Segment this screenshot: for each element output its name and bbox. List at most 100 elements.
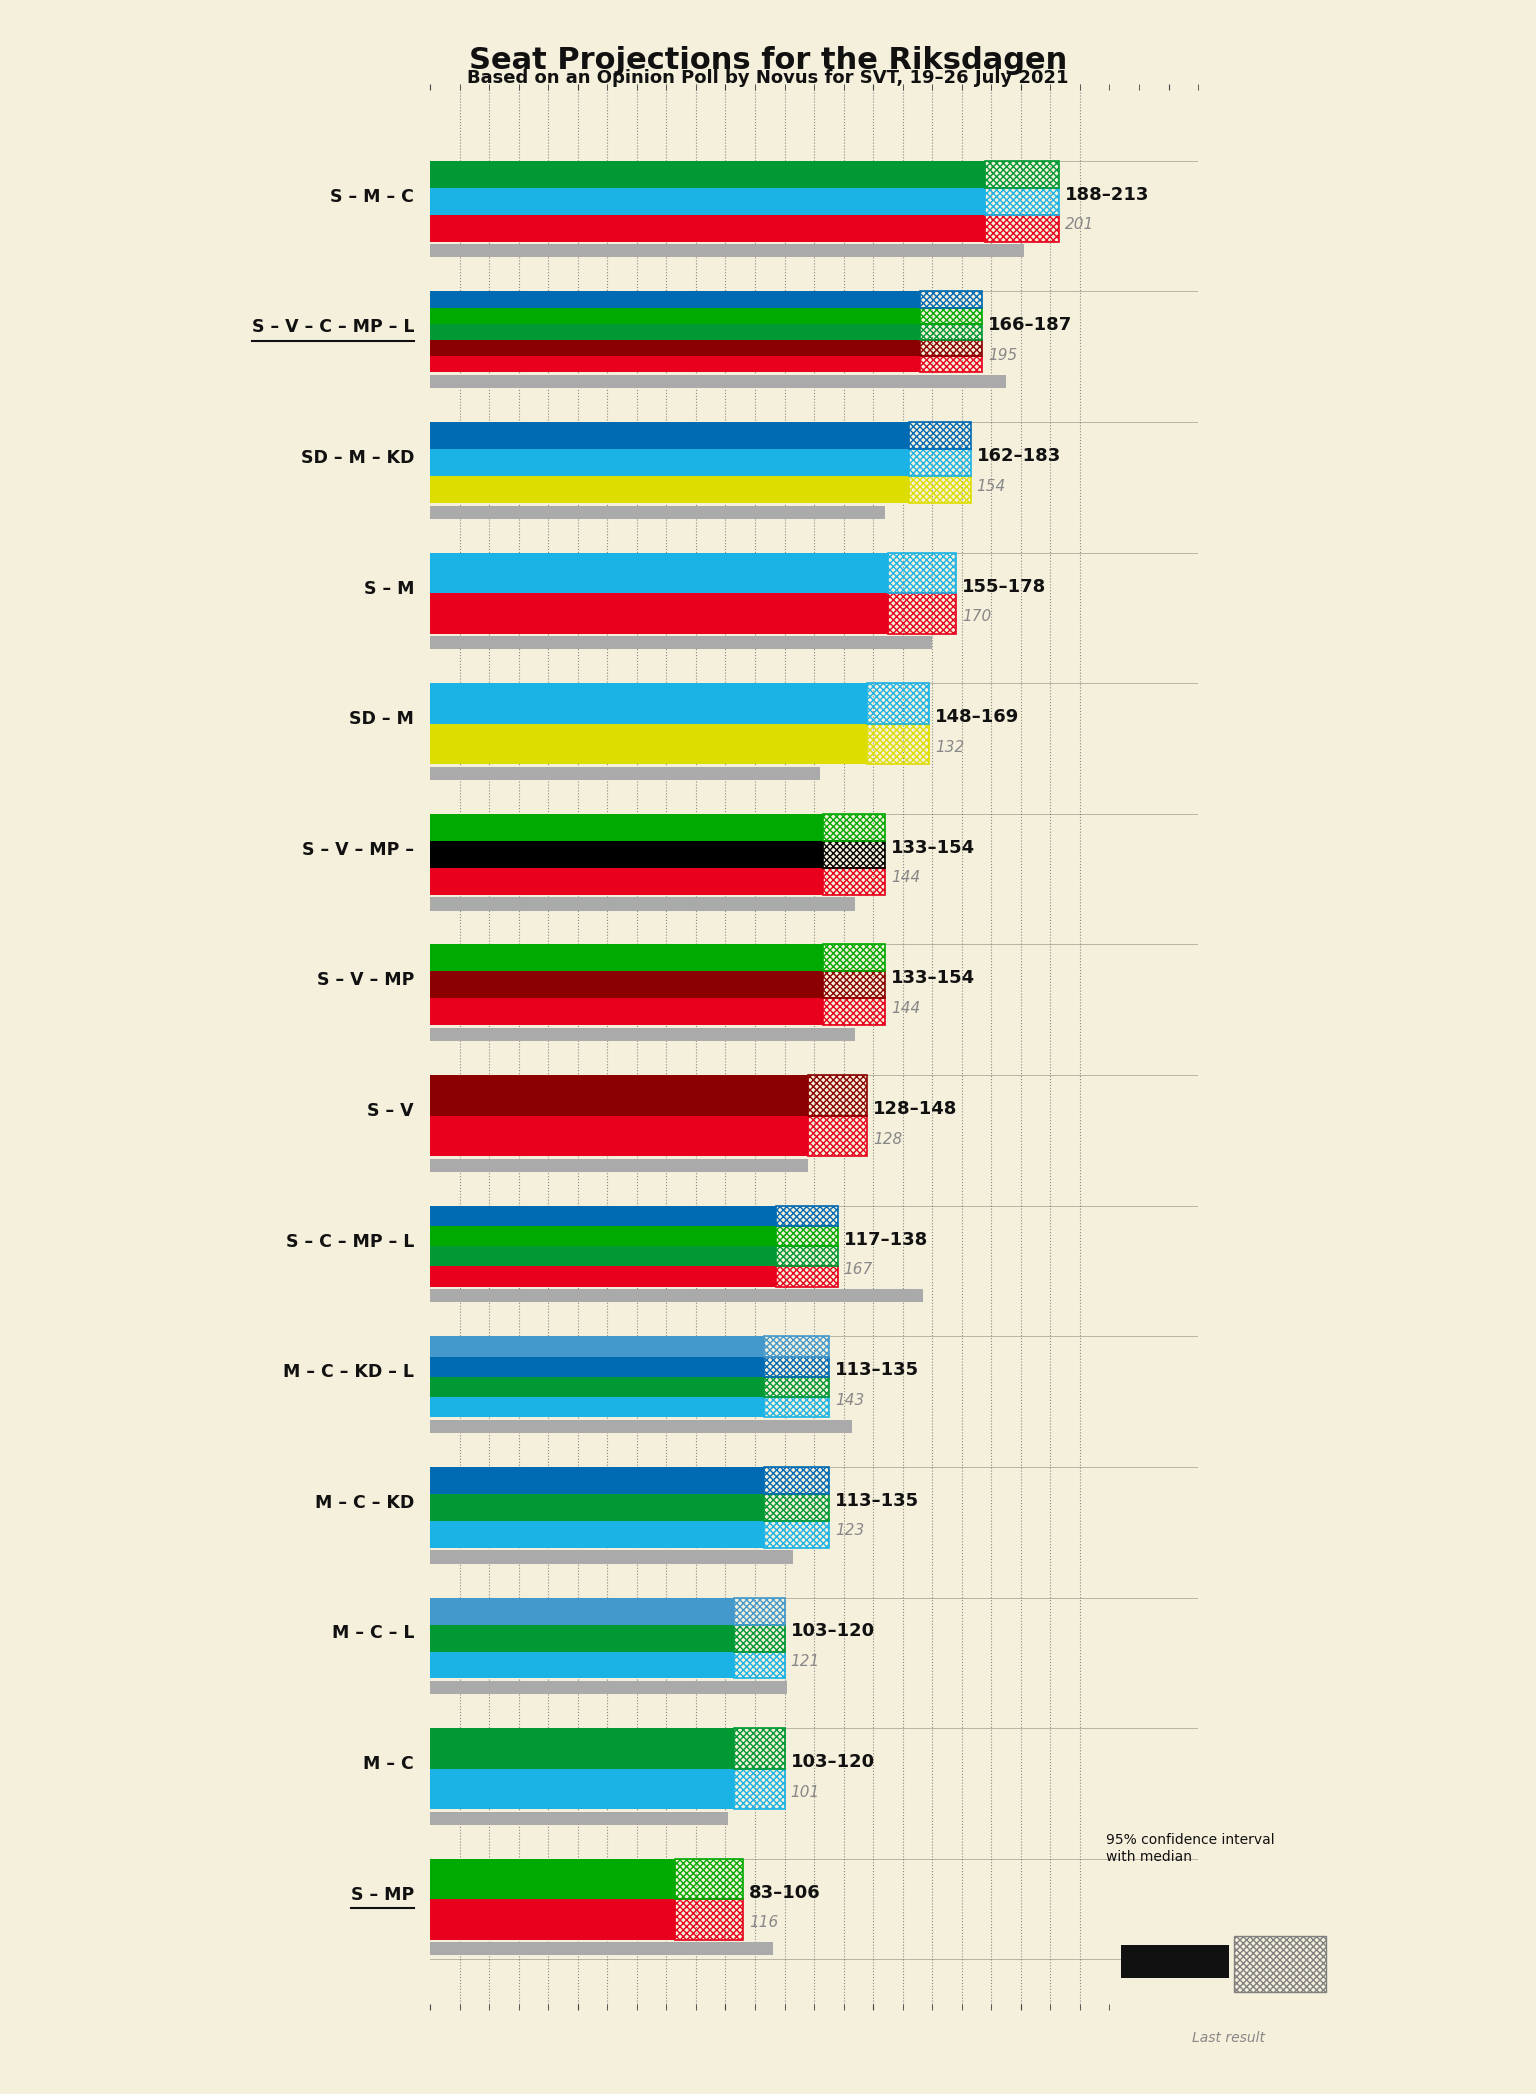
Bar: [763, 1397, 829, 1418]
Bar: [763, 1520, 829, 1547]
Bar: [986, 188, 1060, 216]
Text: 170: 170: [962, 609, 991, 624]
Bar: [430, 842, 823, 867]
Text: 162–183: 162–183: [977, 446, 1061, 465]
Bar: [734, 1652, 785, 1679]
Bar: [823, 842, 885, 867]
Bar: [430, 375, 1006, 387]
Bar: [920, 291, 983, 308]
Text: 123: 123: [834, 1524, 865, 1539]
Bar: [430, 944, 823, 972]
Bar: [430, 1769, 734, 1809]
Bar: [920, 339, 983, 356]
Bar: [776, 1225, 837, 1246]
Bar: [763, 1336, 829, 1357]
Text: Seat Projections for the Riksdagen: Seat Projections for the Riksdagen: [468, 46, 1068, 75]
Bar: [430, 1681, 788, 1694]
Bar: [430, 356, 920, 373]
Bar: [430, 1225, 776, 1246]
Bar: [430, 1074, 808, 1116]
Bar: [823, 815, 885, 842]
Bar: [763, 1357, 829, 1376]
Bar: [776, 1206, 837, 1225]
Bar: [1121, 1945, 1229, 1979]
Bar: [430, 505, 885, 519]
Bar: [430, 1357, 763, 1376]
Bar: [430, 1811, 728, 1824]
Text: 195: 195: [988, 348, 1018, 362]
Bar: [763, 1468, 829, 1493]
Bar: [920, 325, 983, 339]
Bar: [823, 999, 885, 1026]
Bar: [430, 972, 823, 999]
Bar: [430, 1290, 923, 1302]
Text: Last result: Last result: [1192, 2031, 1266, 2046]
Bar: [430, 1899, 676, 1939]
Bar: [734, 1728, 785, 1769]
Text: 83–106: 83–106: [750, 1885, 820, 1901]
Bar: [808, 1116, 868, 1156]
Bar: [676, 1899, 743, 1939]
Bar: [776, 1267, 837, 1286]
Bar: [430, 683, 868, 725]
Bar: [430, 325, 920, 339]
Bar: [868, 725, 929, 764]
Text: Based on an Opinion Poll by Novus for SVT, 19–26 July 2021: Based on an Opinion Poll by Novus for SV…: [467, 69, 1069, 88]
Text: 188–213: 188–213: [1064, 186, 1149, 203]
Bar: [430, 339, 920, 356]
Text: 113–135: 113–135: [834, 1361, 919, 1380]
Text: 133–154: 133–154: [891, 840, 975, 856]
Bar: [430, 1468, 763, 1493]
Bar: [909, 423, 971, 448]
Bar: [430, 1267, 776, 1286]
Bar: [430, 553, 888, 593]
Bar: [823, 944, 885, 972]
Bar: [430, 1493, 763, 1520]
Text: 103–120: 103–120: [791, 1753, 874, 1772]
Bar: [430, 867, 823, 894]
Text: 148–169: 148–169: [935, 708, 1020, 727]
Bar: [776, 1246, 837, 1267]
Bar: [430, 1859, 676, 1899]
Bar: [430, 999, 823, 1026]
Bar: [430, 1246, 776, 1267]
Text: 132: 132: [935, 739, 965, 754]
Bar: [430, 637, 932, 649]
Bar: [430, 423, 909, 448]
Bar: [888, 593, 955, 634]
Bar: [986, 161, 1060, 188]
Text: 116: 116: [750, 1916, 779, 1931]
Text: 128–148: 128–148: [872, 1099, 957, 1118]
Bar: [430, 216, 986, 241]
Bar: [430, 1116, 808, 1156]
Bar: [888, 553, 955, 593]
Bar: [430, 1158, 808, 1173]
Bar: [868, 683, 929, 725]
Bar: [808, 1074, 868, 1116]
Bar: [823, 972, 885, 999]
Bar: [430, 1550, 794, 1564]
Bar: [1233, 1935, 1326, 1993]
Bar: [430, 1652, 734, 1679]
Bar: [909, 475, 971, 503]
Bar: [734, 1598, 785, 1625]
Text: 128: 128: [872, 1131, 903, 1148]
Bar: [430, 1336, 763, 1357]
Bar: [430, 308, 920, 325]
Bar: [430, 1728, 734, 1769]
Text: 154: 154: [977, 480, 1006, 494]
Bar: [430, 815, 823, 842]
Bar: [763, 1376, 829, 1397]
Text: 101: 101: [791, 1784, 820, 1799]
Text: 121: 121: [791, 1654, 820, 1669]
Bar: [430, 1397, 763, 1418]
Bar: [430, 245, 1025, 258]
Text: 144: 144: [891, 871, 920, 886]
Bar: [430, 766, 820, 779]
Bar: [986, 216, 1060, 241]
Text: 155–178: 155–178: [962, 578, 1046, 595]
Bar: [763, 1493, 829, 1520]
Text: 133–154: 133–154: [891, 970, 975, 988]
Bar: [430, 1943, 773, 1956]
Text: 95% confidence interval
with median: 95% confidence interval with median: [1106, 1834, 1275, 1864]
